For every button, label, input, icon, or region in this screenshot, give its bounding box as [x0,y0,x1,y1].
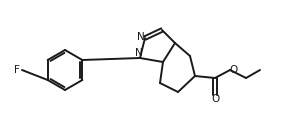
Text: N: N [135,48,143,58]
Text: O: O [230,65,238,75]
Text: O: O [211,94,219,104]
Text: F: F [14,65,20,75]
Text: N: N [137,32,145,42]
